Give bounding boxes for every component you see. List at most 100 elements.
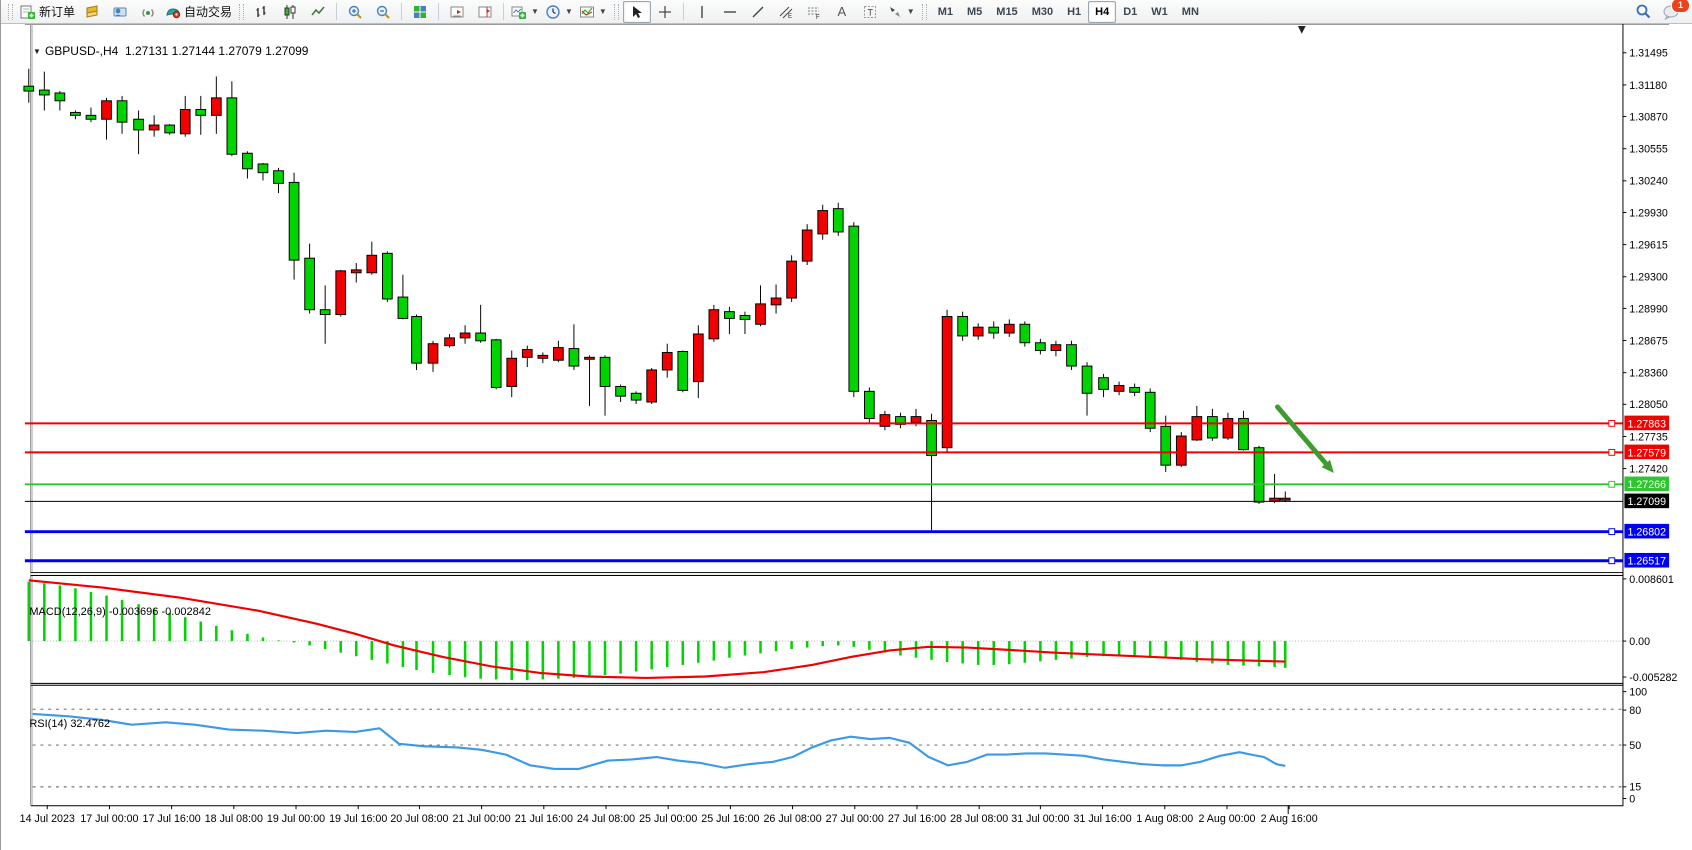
candle-bear [1207,416,1218,439]
candle-bear [630,392,642,401]
auto-scroll-icon [449,4,465,20]
rsi-axis-tick-label: 50 [1629,740,1641,752]
time-axis-label[interactable]: 21 Jul 00:00 [453,813,511,825]
arrow-objects-button[interactable]: ▼ [884,1,918,23]
hline-handle[interactable] [1608,480,1616,488]
periods-button[interactable]: ▼ [542,1,576,23]
price-axis-tick-label: 1.27735 [1629,431,1668,443]
timeframe-button-m1[interactable]: M1 [937,5,953,18]
signals-button[interactable] [134,1,162,23]
timeframe-button-w1[interactable]: W1 [1151,5,1168,18]
chart-shift-button[interactable] [471,1,499,23]
hline-handle[interactable] [1608,528,1616,536]
price-axis-tick-label: 1.31180 [1629,80,1667,92]
timeframe-button-m30[interactable]: M30 [1031,5,1054,18]
candle-bear [926,419,937,456]
hline-handle[interactable] [1608,557,1616,565]
candle-bear [382,252,393,300]
bearish-arrow-annotation[interactable] [1275,404,1330,468]
time-axis-label[interactable]: 17 Jul 00:00 [80,813,138,825]
candlestick-mode-button[interactable] [276,1,304,23]
candle-bull [1279,497,1291,501]
zoom-in-button[interactable] [341,1,369,23]
hline-handle[interactable] [1608,448,1616,456]
indicators-button[interactable]: ▼ [576,1,610,23]
indicators-icon [579,4,595,20]
timeframe-button-d1[interactable]: D1 [1123,5,1138,18]
time-axis-label[interactable]: 24 Jul 08:00 [577,813,635,825]
vertical-line-tool-button[interactable] [688,1,716,23]
notifications-button[interactable]: 1 [1657,0,1690,23]
clock-icon [545,4,561,20]
notification-badge: 1 [1671,0,1690,13]
new-order-button[interactable]: 新订单 [17,1,78,23]
crosshair-tool-button[interactable] [651,1,679,23]
auto-scroll-button[interactable] [443,1,471,23]
candle-bull [910,416,922,423]
text-tool-icon: A [837,4,847,19]
panel-separator[interactable] [30,572,1625,576]
time-axis-label[interactable]: 17 Jul 16:00 [143,813,201,825]
candle-bear [54,92,66,102]
candle-bull [646,369,658,403]
candle-bear [226,97,238,155]
chart-collapse-icon[interactable]: ▼ [33,47,41,56]
timeframe-button-m5[interactable]: M5 [967,5,983,18]
price-badge-label: 1.26517 [1627,556,1666,568]
metaeditor-button[interactable] [78,1,106,23]
time-axis-label[interactable]: 26 Jul 08:00 [764,813,822,825]
text-label-tool-button[interactable]: T [856,1,884,23]
cursor-tool-button[interactable] [622,0,651,23]
line-chart-mode-button[interactable] [304,1,332,23]
strategy-tester-button[interactable] [106,1,134,23]
time-axis-label[interactable]: 2 Aug 16:00 [1261,813,1318,825]
time-axis-label[interactable]: 27 Jul 00:00 [826,813,884,825]
candle-bull [1003,323,1015,334]
equidistant-channel-tool-button[interactable]: E [772,1,800,23]
timeframe-button-mn[interactable]: MN [1181,5,1199,18]
time-axis-label[interactable]: 25 Jul 16:00 [701,813,759,825]
search-button[interactable] [1629,1,1657,23]
fibonacci-tool-button[interactable]: F [800,1,828,23]
candle-bear [1035,342,1046,351]
new-chart-button[interactable]: ▼ [508,1,542,23]
time-axis-label[interactable]: 19 Jul 00:00 [267,813,325,825]
bar-chart-mode-button[interactable] [248,1,276,23]
dropdown-caret-icon: ▼ [598,7,607,16]
zoom-out-button[interactable] [369,1,397,23]
tile-windows-button[interactable] [406,1,434,23]
time-axis-label[interactable]: 2 Aug 00:00 [1198,813,1255,825]
time-axis-label[interactable]: 20 Jul 08:00 [390,813,448,825]
toolbar-grip [921,3,927,20]
time-axis-label[interactable]: 27 Jul 16:00 [888,813,946,825]
time-axis-label[interactable]: 28 Jul 08:00 [950,813,1008,825]
price-chart-canvas[interactable]: 0.008601 0.00 -0.005282 100 80 50 150 1.31495 1.… [1,24,1692,850]
price-axis-tick-label: 1.28050 [1629,399,1668,411]
text-tool-button[interactable]: A [828,1,856,23]
hline-handle[interactable] [1608,419,1616,427]
macd-name: MACD(12,26,9) [29,606,106,618]
time-axis-label[interactable]: 25 Jul 00:00 [639,813,697,825]
candle-bear [615,385,626,397]
rsi-value: 32.4762 [70,718,111,730]
trendline-tool-button[interactable] [744,1,772,23]
candle-bull [1113,385,1125,392]
autotrading-label: 自动交易 [184,5,233,19]
time-axis-label[interactable]: 21 Jul 16:00 [515,813,573,825]
horizontal-line-tool-button[interactable] [716,1,744,23]
time-axis-label[interactable]: 1 Aug 08:00 [1136,813,1193,825]
autotrading-button[interactable]: 自动交易 [162,1,235,23]
panel-separator[interactable] [30,682,1625,686]
timeframe-button-h1[interactable]: H1 [1067,5,1082,18]
timeframe-button-h4[interactable]: H4 [1088,0,1117,23]
rsi-axis-tick-label: 15 [1629,782,1641,794]
time-axis-label[interactable]: 18 Jul 08:00 [205,813,263,825]
time-axis-label[interactable]: 19 Jul 16:00 [329,813,387,825]
time-axis-label[interactable]: 31 Jul 00:00 [1011,813,1069,825]
candle-bear [304,257,315,311]
timeframe-button-m15[interactable]: M15 [996,5,1018,18]
new-chart-icon [511,4,527,20]
time-axis-label[interactable]: 14 Jul 2023 [20,813,75,825]
time-axis-label[interactable]: 31 Jul 16:00 [1073,813,1131,825]
last-bar-marker-icon [1297,25,1306,34]
